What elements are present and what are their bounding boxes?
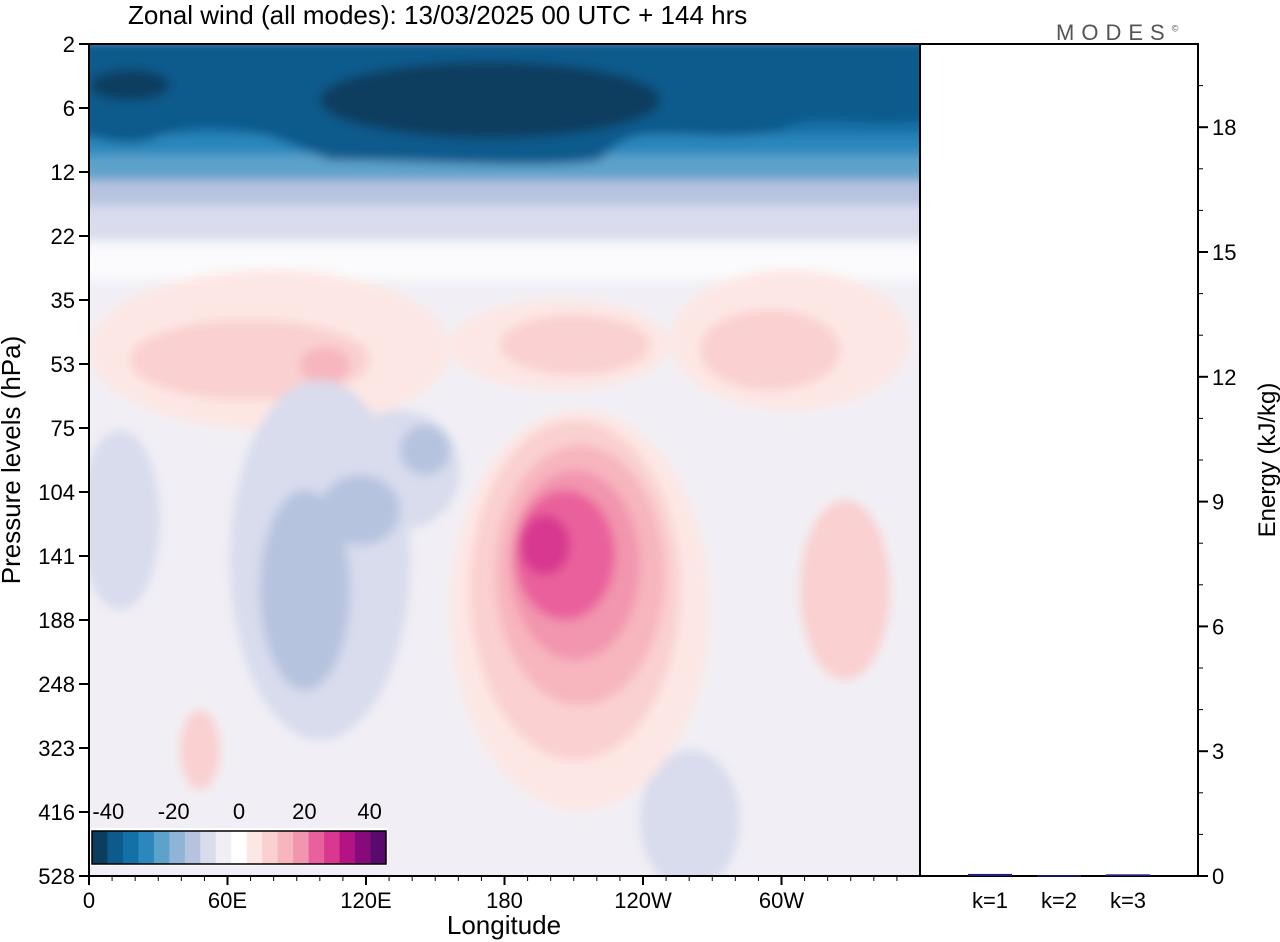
colorbar-swatch bbox=[215, 831, 232, 864]
colorbar-tick-label: 40 bbox=[357, 799, 381, 824]
x-tick-label: 60E bbox=[208, 888, 247, 913]
y-tick-label: 2 bbox=[63, 32, 75, 57]
colorbar-tick-label: -20 bbox=[158, 799, 190, 824]
colorbar-swatch bbox=[200, 831, 217, 864]
colorbar-swatch bbox=[92, 831, 108, 864]
colorbar-swatch bbox=[169, 831, 186, 864]
colorbar-swatch bbox=[122, 831, 139, 864]
colorbar-swatch bbox=[107, 831, 124, 864]
colorbar-swatch bbox=[277, 831, 294, 864]
colorbar-swatch bbox=[339, 831, 356, 864]
energy-category-label: k=3 bbox=[1110, 888, 1146, 913]
x-tick-label: 120E bbox=[340, 888, 391, 913]
y-tick-label: 416 bbox=[38, 800, 75, 825]
y-axis-label: Pressure levels (hPa) bbox=[0, 336, 26, 585]
energy-category-label: k=1 bbox=[972, 888, 1008, 913]
colorbar-frame bbox=[91, 830, 387, 865]
colorbar-swatch bbox=[324, 831, 341, 864]
colorbar-swatch bbox=[153, 831, 170, 864]
colorbar-swatch bbox=[370, 831, 387, 864]
energy-bar bbox=[1106, 874, 1150, 876]
energy-bar bbox=[1037, 875, 1081, 877]
y-tick-label: 248 bbox=[38, 672, 75, 697]
colorbar-tick-label: 0 bbox=[233, 799, 245, 824]
modes-logo: MODES© bbox=[1056, 20, 1178, 46]
colorbar-swatch bbox=[231, 831, 248, 864]
energy-panel-frame bbox=[919, 43, 1199, 877]
x-axis-label: Longitude bbox=[447, 910, 561, 940]
energy-category-label: k=2 bbox=[1041, 888, 1077, 913]
colorbar-swatch bbox=[355, 831, 372, 864]
y-tick-label: 141 bbox=[38, 544, 75, 569]
x-tick-label: 120W bbox=[614, 888, 672, 913]
colorbar-swatch bbox=[262, 831, 279, 864]
x-tick-label: 180 bbox=[486, 888, 523, 913]
y-tick-label: 35 bbox=[51, 288, 75, 313]
x-tick-label: 0 bbox=[83, 888, 95, 913]
y-tick-label: 188 bbox=[38, 608, 75, 633]
y-tick-label: 12 bbox=[51, 160, 75, 185]
x-tick-label: 60W bbox=[759, 888, 804, 913]
energy-tick-label: 12 bbox=[1212, 365, 1236, 390]
colorbar-swatch bbox=[184, 831, 201, 864]
y-tick-label: 22 bbox=[51, 224, 75, 249]
energy-bars: k=1 k=2 k=3 bbox=[968, 873, 1150, 913]
logo-copyright-mark: © bbox=[1171, 23, 1179, 34]
longitude-axis: 0 60E 120E 180 120W 60W bbox=[83, 876, 898, 913]
logo-text: MODES bbox=[1056, 20, 1172, 45]
chart-title: Zonal wind (all modes): 13/03/2025 00 UT… bbox=[128, 0, 748, 30]
pressure-axis: 2 6 12 22 35 53 75 104 141 188 248 323 416 528 bbox=[38, 32, 89, 889]
colorbar: -40 -20 0 20 40 bbox=[90, 799, 388, 866]
energy-axis-label: Energy (kJ/kg) bbox=[1254, 383, 1280, 538]
y-tick-label: 104 bbox=[38, 480, 75, 505]
y-tick-label: 6 bbox=[63, 96, 75, 121]
energy-tick-label: 6 bbox=[1212, 614, 1224, 639]
colorbar-tick-label: -40 bbox=[92, 799, 124, 824]
energy-tick-label: 18 bbox=[1212, 115, 1236, 140]
y-tick-label: 528 bbox=[38, 864, 75, 889]
y-tick-label: 53 bbox=[51, 352, 75, 377]
energy-axis: 0 3 6 9 12 15 18 bbox=[1198, 85, 1236, 889]
colorbar-swatch bbox=[308, 831, 325, 864]
y-tick-label: 75 bbox=[51, 416, 75, 441]
colorbar-swatch bbox=[138, 831, 155, 864]
energy-tick-label: 3 bbox=[1212, 739, 1224, 764]
energy-tick-label: 15 bbox=[1212, 240, 1236, 265]
colorbar-swatch bbox=[293, 831, 310, 864]
energy-tick-label: 9 bbox=[1212, 490, 1224, 515]
energy-tick-label: 0 bbox=[1212, 864, 1224, 889]
y-tick-label: 323 bbox=[38, 736, 75, 761]
colorbar-tick-label: 20 bbox=[292, 799, 316, 824]
energy-bar bbox=[968, 873, 1012, 876]
contour-field bbox=[89, 44, 920, 876]
colorbar-swatch bbox=[246, 831, 263, 864]
